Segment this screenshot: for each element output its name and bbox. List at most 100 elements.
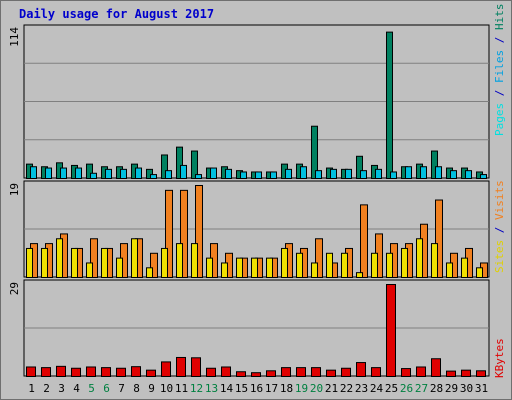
sites-bar [326, 252, 333, 278]
day-label: 6 [103, 382, 110, 395]
files-bar [105, 168, 112, 179]
kbytes-bar [56, 365, 66, 377]
day-label: 21 [325, 382, 338, 395]
chart-title: Daily usage for August 2017 [19, 7, 215, 21]
sites-bar [446, 262, 453, 279]
side-label-part: Sites [493, 240, 506, 273]
sites-bar [131, 238, 138, 278]
files-bar [120, 168, 127, 179]
kbytes-bar [416, 366, 426, 377]
visits-bar [90, 238, 98, 278]
files-bar [465, 170, 472, 180]
sites-bar [161, 247, 168, 279]
visits-bar [435, 199, 443, 279]
files-bar [75, 167, 82, 179]
sites-bar [476, 267, 483, 279]
sites-bar [266, 257, 273, 279]
sites-bar [356, 272, 363, 279]
day-label: 9 [148, 382, 155, 395]
sites-bar [26, 247, 33, 279]
kbytes-bar [101, 367, 111, 378]
day-label: 10 [160, 382, 173, 395]
kbytes-bar [26, 366, 36, 377]
sites-bar [206, 257, 213, 279]
files-bar [315, 170, 322, 180]
files-bar [285, 168, 292, 179]
side-label-part: Files [493, 50, 506, 83]
sites-bar [371, 252, 378, 278]
sites-bar [431, 243, 438, 279]
kbytes-bar [311, 367, 321, 378]
files-bar [180, 164, 187, 179]
day-label: 25 [385, 382, 398, 395]
sites-bar [56, 238, 63, 278]
kbytes-bar [266, 370, 276, 377]
sites-bar [191, 243, 198, 279]
kbytes-bar [221, 366, 231, 377]
day-label: 22 [340, 382, 353, 395]
files-bar [135, 167, 142, 179]
side-label-part: / [493, 83, 506, 103]
kbytes-bar [356, 362, 366, 378]
visits-bar [165, 189, 173, 278]
sites-bar [71, 247, 78, 279]
files-bar [420, 166, 427, 180]
hits-bar [431, 150, 438, 179]
hits-bar [386, 31, 393, 180]
files-bar [195, 174, 202, 180]
day-label: 2 [43, 382, 50, 395]
hits-bar [311, 125, 318, 179]
files-bar [90, 172, 97, 179]
kbytes-bar [71, 367, 81, 377]
kbytes-bar [461, 369, 471, 378]
day-label: 15 [235, 382, 248, 395]
hits-bar [356, 155, 363, 179]
kbytes-bar [131, 366, 141, 378]
y-max-label: 29 [8, 282, 21, 295]
kbytes-bar [251, 372, 261, 378]
day-label: 20 [310, 382, 323, 395]
files-bar [450, 170, 457, 180]
day-label: 23 [355, 382, 368, 395]
kbytes-bar [176, 356, 186, 377]
day-label: 4 [73, 382, 80, 395]
day-label: 19 [295, 382, 308, 395]
sites-bar [101, 247, 108, 279]
day-label: 18 [280, 382, 293, 395]
sites-bar [221, 262, 228, 279]
sites-bar [401, 247, 408, 279]
files-bar [270, 171, 277, 179]
day-label: 13 [205, 382, 218, 395]
day-label: 1 [28, 382, 35, 395]
hits-bar [191, 150, 198, 179]
day-label: 24 [370, 382, 384, 395]
kbytes-bar [191, 357, 201, 377]
files-bar [30, 166, 37, 180]
sites-bar [236, 257, 243, 279]
files-bar [60, 167, 67, 179]
side-label-part: Hits [493, 4, 506, 31]
files-bar [330, 168, 337, 179]
sites-bar [176, 243, 183, 279]
day-label: 14 [220, 382, 234, 395]
hits-bar [86, 163, 93, 179]
hits-bar [146, 168, 153, 179]
y-max-label: 19 [8, 183, 21, 196]
day-label: 27 [415, 382, 428, 395]
day-label: 5 [88, 382, 95, 395]
day-label: 26 [400, 382, 413, 395]
files-bar [480, 174, 487, 180]
kbytes-bar [41, 367, 51, 378]
files-bar [345, 168, 352, 179]
sites-bar [311, 262, 318, 279]
sites-bar [41, 247, 48, 279]
kbytes-bar [326, 369, 336, 378]
chart-bars [26, 31, 488, 378]
kbytes-bar [86, 366, 96, 377]
files-bar [240, 171, 247, 179]
sites-bar [251, 257, 258, 279]
side-label-panel2: Sites / Visits [493, 180, 506, 273]
day-label: 29 [445, 382, 458, 395]
